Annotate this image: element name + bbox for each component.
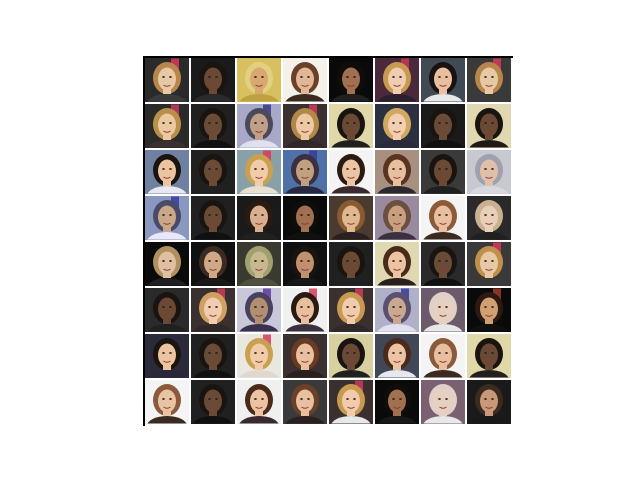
face-thumbnail — [421, 58, 465, 102]
face-thumbnail — [145, 334, 189, 378]
face-thumbnail — [467, 196, 511, 240]
face-thumbnail — [191, 196, 235, 240]
face-thumbnail — [375, 104, 419, 148]
face-thumbnail — [237, 150, 281, 194]
face-thumbnail — [237, 288, 281, 332]
face-thumbnail — [329, 196, 373, 240]
face-thumbnail — [329, 242, 373, 286]
face-thumbnail — [375, 334, 419, 378]
face-thumbnail — [237, 104, 281, 148]
face-thumbnail — [467, 242, 511, 286]
face-thumbnail — [329, 150, 373, 194]
face-thumbnail — [329, 380, 373, 424]
face-thumbnail — [329, 104, 373, 148]
face-thumbnail — [467, 58, 511, 102]
face-thumbnail — [145, 104, 189, 148]
face-image-grid — [145, 58, 513, 426]
face-thumbnail — [283, 58, 327, 102]
face-thumbnail — [421, 334, 465, 378]
image-grid-frame — [143, 56, 513, 426]
face-thumbnail — [421, 380, 465, 424]
face-thumbnail — [467, 104, 511, 148]
face-thumbnail — [145, 150, 189, 194]
face-thumbnail — [237, 334, 281, 378]
face-thumbnail — [191, 242, 235, 286]
face-thumbnail — [375, 150, 419, 194]
face-thumbnail — [283, 380, 327, 424]
face-thumbnail — [145, 288, 189, 332]
face-thumbnail — [375, 58, 419, 102]
face-thumbnail — [237, 380, 281, 424]
face-thumbnail — [191, 58, 235, 102]
face-thumbnail — [421, 196, 465, 240]
face-thumbnail — [329, 58, 373, 102]
face-thumbnail — [421, 288, 465, 332]
face-thumbnail — [375, 242, 419, 286]
face-thumbnail — [283, 334, 327, 378]
face-thumbnail — [421, 150, 465, 194]
face-thumbnail — [283, 104, 327, 148]
face-thumbnail — [191, 288, 235, 332]
face-thumbnail — [191, 104, 235, 148]
face-thumbnail — [145, 58, 189, 102]
face-thumbnail — [421, 104, 465, 148]
face-thumbnail — [191, 380, 235, 424]
face-thumbnail — [329, 334, 373, 378]
face-thumbnail — [237, 196, 281, 240]
face-thumbnail — [283, 288, 327, 332]
face-thumbnail — [191, 334, 235, 378]
face-thumbnail — [237, 242, 281, 286]
face-thumbnail — [467, 334, 511, 378]
face-thumbnail — [375, 196, 419, 240]
face-thumbnail — [237, 58, 281, 102]
face-thumbnail — [283, 150, 327, 194]
face-thumbnail — [375, 380, 419, 424]
face-thumbnail — [421, 242, 465, 286]
face-thumbnail — [145, 380, 189, 424]
face-thumbnail — [375, 288, 419, 332]
face-thumbnail — [283, 242, 327, 286]
face-thumbnail — [145, 242, 189, 286]
face-thumbnail — [145, 196, 189, 240]
face-thumbnail — [329, 288, 373, 332]
face-thumbnail — [467, 288, 511, 332]
face-thumbnail — [191, 150, 235, 194]
face-thumbnail — [467, 380, 511, 424]
face-thumbnail — [283, 196, 327, 240]
face-thumbnail — [467, 150, 511, 194]
